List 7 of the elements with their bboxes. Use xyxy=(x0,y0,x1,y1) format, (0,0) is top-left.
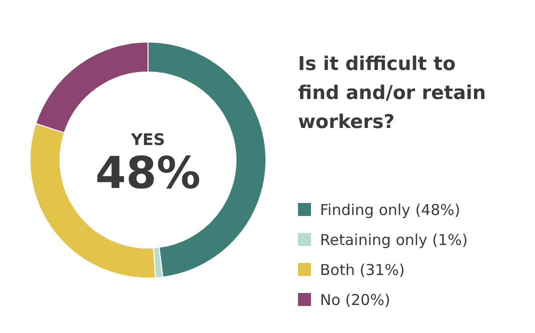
text: YES xyxy=(130,130,166,149)
text: 48% xyxy=(95,148,201,199)
legend-label: Finding only (48%) xyxy=(320,201,460,219)
legend-label: Both (31%) xyxy=(320,261,405,279)
legend-label: Retaining only (1%) xyxy=(320,231,468,249)
legend-label: No (20%) xyxy=(320,291,390,309)
text: Is it difficult to find and/or retain workers? xyxy=(298,53,486,133)
